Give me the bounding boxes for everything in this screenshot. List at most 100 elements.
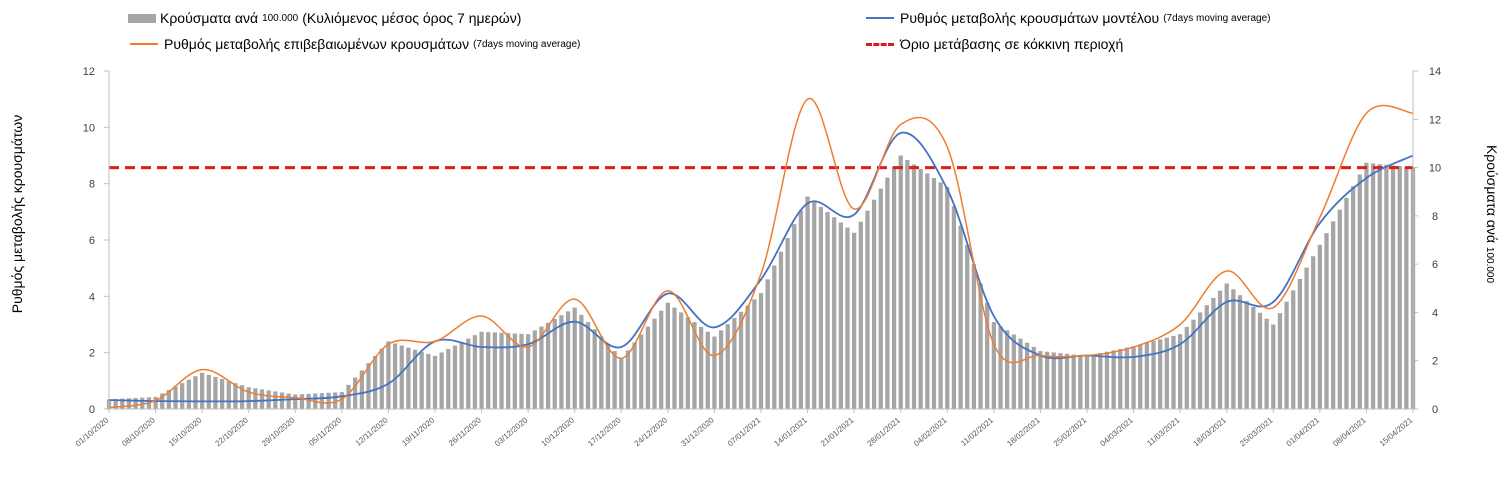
bar [1018, 338, 1023, 409]
bar [665, 302, 670, 409]
bar [1011, 334, 1016, 409]
bar [339, 392, 344, 409]
bar [705, 331, 710, 409]
bar [1311, 256, 1316, 409]
legend-model-small: (7days moving average) [1163, 12, 1271, 24]
bar [659, 310, 664, 409]
legend-bars-small: 100.000 [262, 12, 299, 24]
bar [492, 332, 498, 409]
bar [1404, 166, 1409, 409]
y-left-tick-label: 6 [89, 235, 95, 247]
bar [1264, 318, 1269, 409]
bar [186, 379, 191, 409]
bar [878, 188, 883, 409]
x-tick-label: 15/10/2020 [167, 415, 204, 448]
bar [539, 326, 544, 409]
bar [1364, 162, 1369, 409]
x-tick-label: 10/12/2020 [540, 415, 577, 448]
x-tick-label: 26/11/2020 [447, 415, 483, 448]
bar [346, 384, 351, 409]
bar [392, 343, 398, 409]
bar [798, 210, 804, 409]
bar [1058, 353, 1063, 409]
bar [632, 342, 637, 409]
x-tick-label: 07/01/2021 [726, 415, 763, 448]
bar [991, 322, 996, 409]
bar [1064, 353, 1070, 409]
bar [319, 393, 325, 409]
bar [1397, 166, 1402, 409]
bar [625, 350, 631, 409]
bar [1231, 289, 1236, 409]
bar [1091, 354, 1096, 409]
legend-confirmed: Ρυθμός μεταβολής επιβεβαιωμένων κρουσμάτ… [130, 36, 580, 52]
bar [1344, 197, 1349, 409]
legend-threshold-label: Όριο μετάβασης σε κόκκινη περιοχή [900, 36, 1124, 52]
bar [1131, 346, 1136, 409]
bar [612, 351, 617, 409]
x-tick-label: 22/10/2020 [214, 415, 251, 448]
bar [639, 334, 644, 409]
bar [718, 330, 724, 409]
legend-bars-label: Κρούσματα ανά [160, 10, 259, 26]
bar [1197, 312, 1203, 409]
x-tick-label: 17/12/2020 [586, 415, 623, 448]
x-tick-label: 24/12/2020 [633, 415, 670, 448]
bar [1390, 165, 1396, 409]
y-axis-right-label: Κρούσματα ανά 100.000 [1484, 144, 1500, 284]
bar [1044, 351, 1050, 409]
bar [1377, 164, 1382, 409]
bar [126, 398, 132, 409]
bar [911, 164, 917, 409]
x-tick-label: 01/10/2020 [74, 415, 111, 448]
bar [1204, 305, 1209, 409]
bar [1111, 350, 1116, 409]
bar [120, 398, 125, 409]
y-right-tick-label: 0 [1432, 404, 1438, 416]
bar [406, 347, 411, 409]
bar [778, 251, 784, 409]
bar [1337, 209, 1342, 409]
bar [359, 370, 364, 409]
bar [432, 355, 438, 409]
bar [1124, 347, 1130, 409]
bar [692, 322, 697, 409]
bar [1084, 355, 1090, 409]
bar [605, 343, 611, 409]
bar [200, 372, 205, 409]
bar [1144, 342, 1150, 409]
y-left-tick-label: 0 [89, 404, 95, 416]
y-right-tick-label: 10 [1429, 163, 1441, 175]
bar [679, 312, 684, 409]
bar [792, 224, 797, 409]
bar [1304, 267, 1309, 409]
x-tick-label: 01/04/2021 [1285, 415, 1322, 448]
bar [585, 322, 591, 409]
bar [180, 383, 185, 409]
bar [579, 314, 584, 409]
bar [545, 322, 551, 409]
bar [279, 392, 285, 409]
bar [479, 331, 484, 409]
bar [1038, 351, 1043, 409]
bar [472, 335, 478, 409]
bar [1331, 221, 1336, 409]
x-tick-label: 04/03/2021 [1098, 415, 1135, 448]
y-axis-left-label: Ρυθμός μεταβολής κρουσμάτων [9, 114, 25, 314]
bar [732, 317, 737, 409]
x-tick-label: 03/12/2020 [493, 415, 530, 448]
bar [812, 201, 817, 409]
bar [765, 279, 770, 409]
bar [226, 381, 231, 409]
bar [506, 333, 511, 409]
y-right-tick-label: 12 [1429, 114, 1441, 126]
x-tick-label: 18/02/2021 [1005, 415, 1042, 448]
y-right-tick-label: 6 [1432, 259, 1438, 271]
y-left-tick-label: 2 [89, 348, 95, 360]
bar [1138, 344, 1143, 409]
y-right-tick-label: 14 [1429, 66, 1441, 78]
bar [353, 377, 358, 409]
bar [486, 332, 491, 409]
bar [698, 326, 704, 409]
bar [918, 168, 923, 409]
